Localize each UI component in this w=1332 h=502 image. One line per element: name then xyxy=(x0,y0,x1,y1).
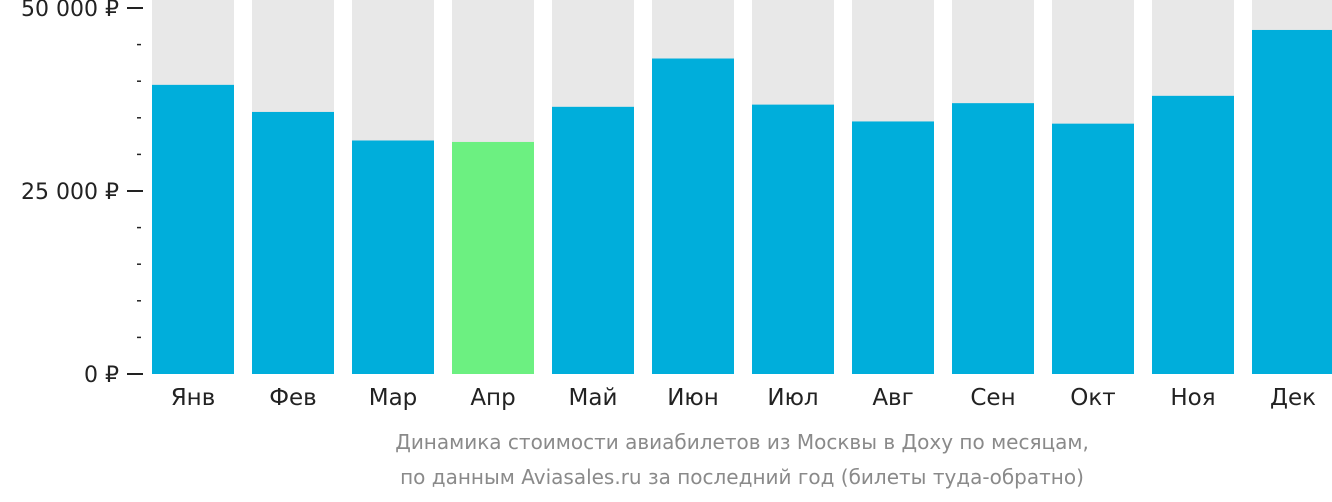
bar-1 xyxy=(152,84,234,375)
bar-7 xyxy=(752,104,834,375)
x-tick-label: Авг xyxy=(872,385,913,411)
bar-4 xyxy=(452,141,534,374)
bar-12 xyxy=(1252,29,1332,375)
y-tick-label: 0 ₽ xyxy=(84,363,119,388)
x-tick-label: Окт xyxy=(1070,385,1115,411)
y-tick-label: 50 000 ₽ xyxy=(21,0,119,22)
chart-caption-line-1: Динамика стоимости авиабилетов из Москвы… xyxy=(395,430,1089,454)
bar-8 xyxy=(852,121,934,375)
x-tick-label: Ноя xyxy=(1170,385,1215,411)
x-tick-label: Фев xyxy=(269,385,317,411)
bar-5 xyxy=(552,106,634,374)
bar-2 xyxy=(252,111,334,374)
x-tick-label: Июл xyxy=(767,385,818,411)
chart-caption-line-2: по данным Aviasales.ru за последний год … xyxy=(400,465,1084,489)
x-tick-label: Сен xyxy=(970,385,1015,411)
x-tick-label: Дек xyxy=(1270,385,1316,411)
x-tick-label: Янв xyxy=(171,385,216,411)
bar-3 xyxy=(352,140,434,374)
x-tick-label: Мар xyxy=(369,385,418,411)
x-tick-label: Апр xyxy=(470,385,515,411)
price-bar-chart: Янв Фев Мар Апр Май Июн Июл Авг Сен Окт Ноя Дек 0 ₽ 2… xyxy=(21,0,1332,411)
bar-10 xyxy=(1052,123,1134,374)
x-tick-label: Июн xyxy=(667,385,719,411)
bar-11 xyxy=(1152,95,1234,374)
y-tick-label: 25 000 ₽ xyxy=(21,180,119,205)
bar-9 xyxy=(952,103,1034,374)
x-tick-label: Май xyxy=(569,385,618,411)
bar-6 xyxy=(652,58,734,375)
